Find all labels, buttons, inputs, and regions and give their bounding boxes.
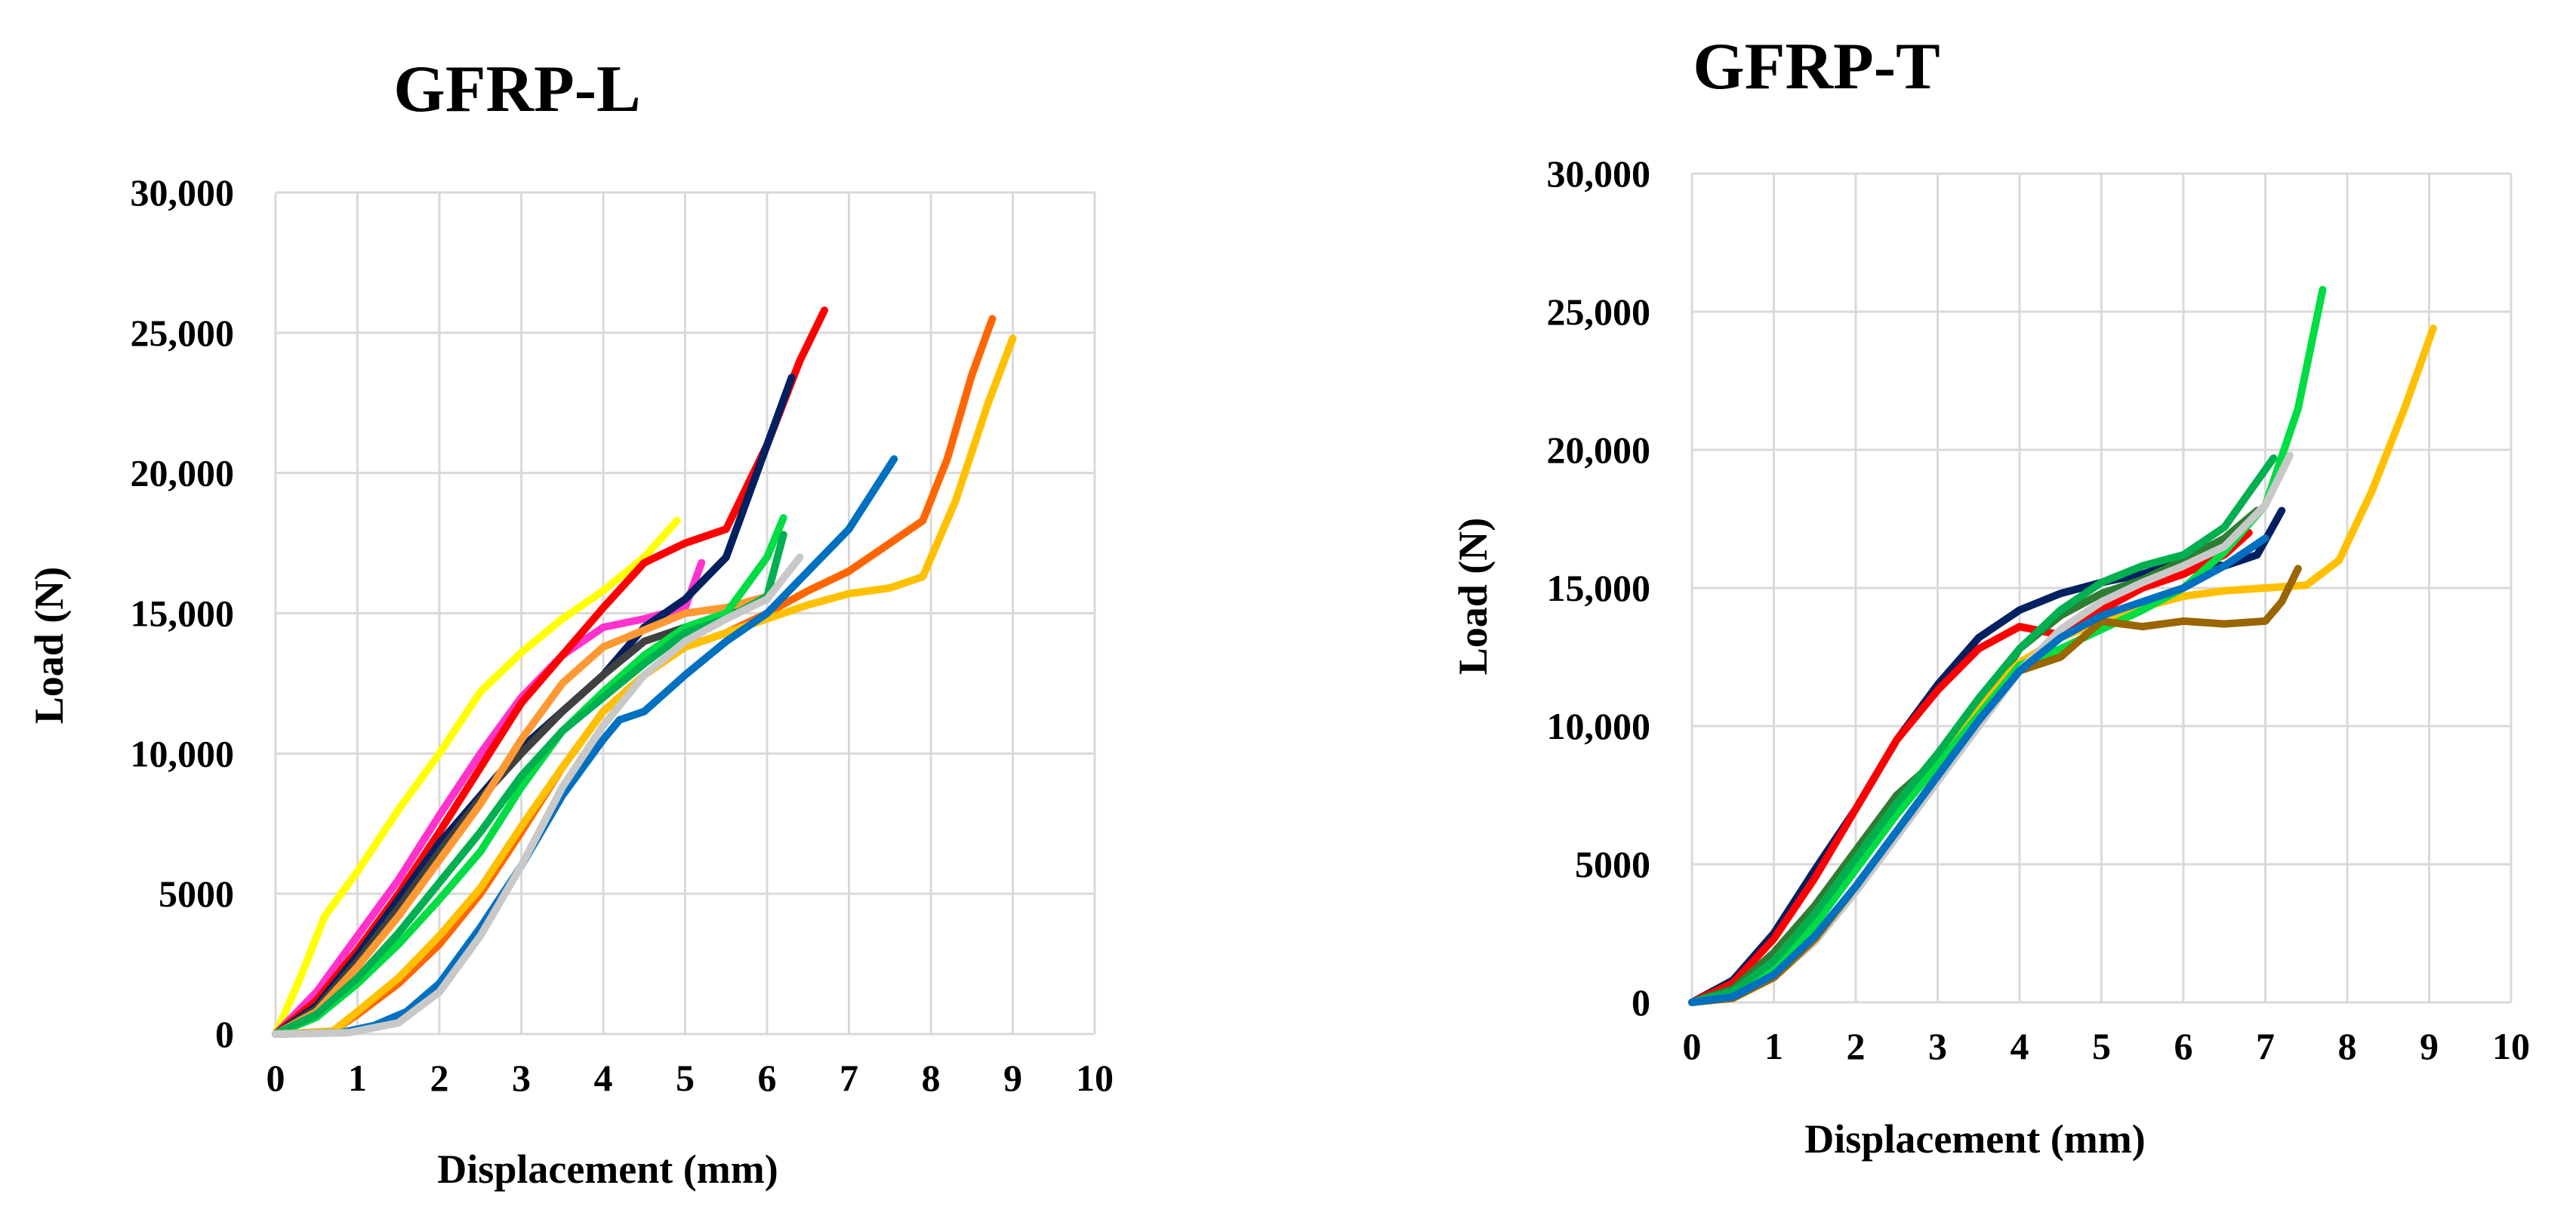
series-line-red bbox=[1688, 528, 2253, 1006]
x-tick-label: 3 bbox=[512, 1057, 531, 1099]
x-tick-label: 7 bbox=[2256, 1025, 2275, 1067]
y-tick-label: 5000 bbox=[1575, 843, 1650, 885]
series-line-green bbox=[1688, 285, 2327, 1006]
x-tick-label: 9 bbox=[1003, 1057, 1022, 1099]
x-tick-label: 9 bbox=[2420, 1025, 2439, 1067]
x-tick-label: 4 bbox=[2011, 1025, 2029, 1067]
chart-plot-area: 0 1 2 3 4 5 6 7 8 9 10 0 5000 10,000 15,000 20,000 25,00… bbox=[1547, 152, 2531, 1067]
chart-plot-area: 0 1 2 3 4 5 6 7 8 9 10 0 5000 10,000 15,000 20,000 25,00… bbox=[131, 171, 1114, 1099]
x-tick-label: 8 bbox=[2338, 1025, 2357, 1067]
x-axis-label: Displacement (mm) bbox=[437, 1147, 778, 1192]
x-tick-label: 5 bbox=[676, 1057, 695, 1099]
chart-title: GFRP-L bbox=[393, 53, 641, 126]
y-tick-label: 5000 bbox=[159, 873, 234, 915]
y-tick-label: 20,000 bbox=[131, 452, 235, 494]
y-tick-label: 30,000 bbox=[131, 171, 235, 214]
y-tick-label: 15,000 bbox=[1547, 567, 1651, 609]
y-tick-label: 15,000 bbox=[131, 593, 235, 635]
x-tick-label: 6 bbox=[758, 1057, 777, 1099]
series-line-blue bbox=[272, 455, 898, 1038]
series-line-magenta bbox=[272, 559, 706, 1038]
series-group bbox=[1688, 285, 2437, 1006]
y-tick-label: 10,000 bbox=[1547, 705, 1651, 747]
x-tick-label: 0 bbox=[267, 1057, 285, 1099]
x-tick-label: 5 bbox=[2092, 1025, 2111, 1067]
y-tick-label: 0 bbox=[1632, 981, 1650, 1023]
y-tick-label: 25,000 bbox=[131, 312, 235, 354]
x-tick-label: 1 bbox=[348, 1057, 367, 1099]
series-line-yellow bbox=[272, 516, 681, 1038]
series-line-navy bbox=[272, 374, 796, 1038]
y-tick-label: 25,000 bbox=[1547, 291, 1651, 333]
series-line-blue bbox=[1688, 534, 2269, 1006]
x-tick-label: 2 bbox=[1847, 1025, 1866, 1067]
series-line-light-gray bbox=[272, 553, 804, 1038]
x-tick-label: 2 bbox=[430, 1057, 449, 1099]
y-tick-label: 20,000 bbox=[1547, 429, 1651, 471]
x-tick-label: 4 bbox=[594, 1057, 613, 1099]
x-axis-label: Displacement (mm) bbox=[1804, 1116, 2146, 1162]
y-tick-label: 10,000 bbox=[131, 732, 235, 774]
x-tick-label: 0 bbox=[1683, 1025, 1702, 1067]
x-tick-label: 6 bbox=[2174, 1025, 2193, 1067]
x-tick-label: 1 bbox=[1764, 1025, 1783, 1067]
x-tick-label: 10 bbox=[1076, 1057, 1114, 1099]
series-group bbox=[272, 306, 1017, 1038]
x-tick-label: 3 bbox=[1928, 1025, 1947, 1067]
series-line-light-orange bbox=[272, 593, 771, 1038]
x-tick-label: 10 bbox=[2492, 1025, 2530, 1067]
chart-title: GFRP-T bbox=[1693, 30, 1940, 103]
y-tick-label: 0 bbox=[215, 1013, 234, 1055]
x-tick-label: 8 bbox=[922, 1057, 941, 1099]
y-tick-label: 30,000 bbox=[1547, 152, 1651, 195]
x-tick-label: 7 bbox=[840, 1057, 858, 1099]
series-line-teal bbox=[1688, 454, 2278, 1006]
